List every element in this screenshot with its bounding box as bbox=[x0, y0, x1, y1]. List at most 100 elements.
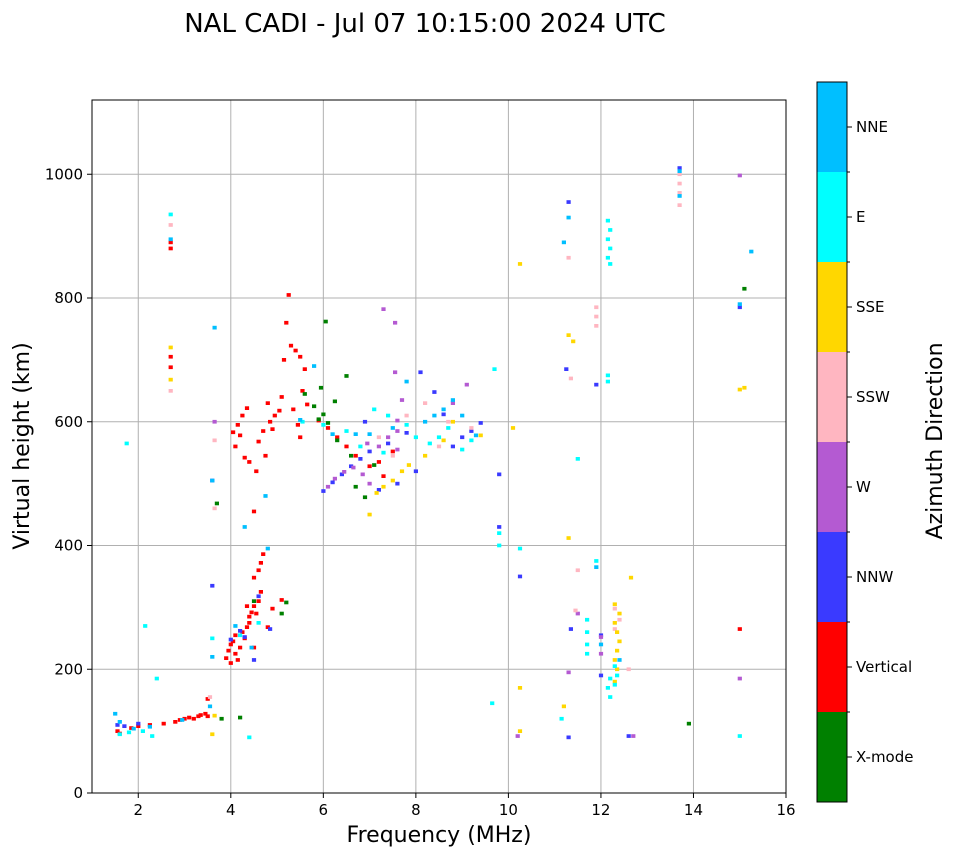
echo-point bbox=[298, 354, 303, 359]
echo-point bbox=[302, 392, 307, 396]
echo-point bbox=[617, 611, 622, 616]
echo-point bbox=[233, 633, 238, 638]
echo-point bbox=[312, 364, 317, 368]
echo-point bbox=[231, 639, 236, 644]
echo-point bbox=[737, 305, 742, 310]
x-tick-label: 16 bbox=[776, 801, 795, 819]
echo-point bbox=[210, 583, 215, 588]
echo-point bbox=[395, 429, 400, 433]
echo-point bbox=[244, 625, 250, 629]
x-tick-label: 6 bbox=[319, 801, 329, 819]
echo-point bbox=[404, 431, 409, 435]
echo-point bbox=[568, 627, 573, 631]
echo-point bbox=[497, 472, 502, 477]
echo-point bbox=[594, 324, 599, 328]
echo-point bbox=[342, 470, 347, 474]
echo-point bbox=[143, 624, 148, 628]
echo-point bbox=[566, 200, 571, 204]
echo-point bbox=[168, 345, 173, 350]
echo-point bbox=[207, 695, 213, 699]
echo-point bbox=[742, 286, 747, 291]
colorbar-segment bbox=[817, 352, 847, 442]
echo-point bbox=[332, 399, 337, 404]
echo-point bbox=[305, 402, 310, 407]
echo-point bbox=[344, 374, 349, 378]
echo-point bbox=[598, 635, 604, 639]
echo-point bbox=[605, 373, 610, 378]
echo-point bbox=[335, 435, 340, 440]
echo-point bbox=[131, 726, 136, 731]
echo-point bbox=[147, 724, 152, 729]
echo-point bbox=[686, 721, 691, 726]
echo-point bbox=[214, 501, 219, 506]
echo-point bbox=[249, 645, 254, 650]
echo-point bbox=[446, 419, 451, 424]
echo-point bbox=[286, 293, 291, 297]
echo-point bbox=[251, 658, 257, 662]
series-e bbox=[117, 212, 742, 740]
echo-point bbox=[235, 423, 240, 427]
echo-point bbox=[233, 651, 238, 656]
x-tick-label: 2 bbox=[133, 801, 143, 819]
echo-point bbox=[566, 215, 571, 220]
echo-point bbox=[238, 633, 243, 638]
echo-point bbox=[605, 218, 610, 223]
echo-point bbox=[129, 726, 134, 730]
echo-point bbox=[737, 302, 742, 306]
echo-point bbox=[256, 594, 261, 599]
echo-point bbox=[251, 509, 257, 514]
x-tick-label: 4 bbox=[226, 801, 236, 819]
echo-point bbox=[242, 455, 247, 460]
echo-point bbox=[168, 246, 173, 251]
echo-point bbox=[612, 664, 617, 668]
echo-point bbox=[737, 627, 742, 631]
echo-point bbox=[390, 478, 395, 483]
echo-point bbox=[608, 676, 613, 681]
echo-point bbox=[339, 472, 344, 477]
echo-point bbox=[386, 441, 391, 446]
echo-point bbox=[575, 611, 580, 616]
echo-point bbox=[182, 716, 187, 721]
echo-point bbox=[168, 237, 173, 242]
echo-point bbox=[233, 444, 238, 449]
echo-point bbox=[115, 729, 120, 733]
echo-point bbox=[612, 658, 617, 662]
echo-point bbox=[423, 419, 428, 424]
echo-point bbox=[515, 734, 520, 738]
echo-point bbox=[393, 320, 398, 325]
colorbar-segment bbox=[817, 262, 847, 352]
echo-point bbox=[566, 670, 571, 675]
echo-point bbox=[497, 543, 502, 548]
echo-point bbox=[615, 667, 620, 672]
echo-point bbox=[247, 460, 252, 464]
echo-point bbox=[312, 404, 317, 409]
echo-point bbox=[168, 223, 173, 227]
echo-point bbox=[626, 667, 631, 672]
echo-point bbox=[594, 314, 599, 319]
colorbar-segment bbox=[817, 622, 847, 712]
echo-point bbox=[517, 686, 523, 690]
echo-point bbox=[302, 367, 307, 371]
echo-point bbox=[358, 444, 363, 449]
echo-point bbox=[281, 358, 287, 362]
echo-point bbox=[323, 319, 328, 324]
echo-point bbox=[460, 447, 465, 452]
echo-point bbox=[247, 621, 252, 625]
echo-point bbox=[140, 729, 145, 733]
echo-point bbox=[265, 546, 270, 551]
echo-point bbox=[168, 365, 173, 370]
echo-point bbox=[321, 489, 326, 493]
echo-point bbox=[126, 730, 132, 735]
echo-point bbox=[608, 695, 613, 699]
echo-point bbox=[233, 624, 238, 628]
echo-point bbox=[561, 704, 566, 709]
y-axis-label: Virtual height (km) bbox=[10, 342, 35, 549]
echo-point bbox=[395, 418, 400, 423]
y-tick-label: 200 bbox=[54, 660, 83, 678]
echo-point bbox=[367, 449, 372, 454]
echo-point bbox=[460, 413, 465, 418]
x-tick-label: 12 bbox=[591, 801, 610, 819]
colorbar-frame bbox=[816, 81, 848, 803]
x-axis-label: Frequency (MHz) bbox=[347, 823, 532, 848]
echo-point bbox=[374, 491, 379, 495]
